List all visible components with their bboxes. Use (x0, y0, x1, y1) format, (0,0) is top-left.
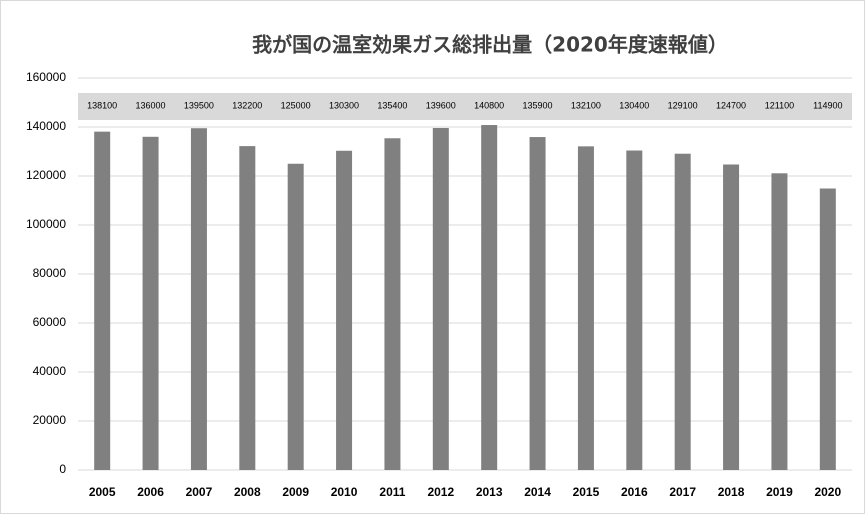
x-tick-label: 2008 (234, 485, 261, 499)
bar (626, 150, 643, 470)
x-tick-label: 2012 (427, 485, 454, 499)
label-band (78, 93, 852, 120)
chart-title: 我が国の温室効果ガス総排出量（2020年度速報値） (252, 33, 728, 57)
bar (287, 163, 304, 470)
value-label: 121100 (765, 100, 794, 110)
bar (142, 136, 159, 471)
x-tick-label: 2005 (89, 485, 116, 499)
value-label: 132100 (571, 100, 601, 110)
x-tick-label: 2013 (476, 485, 503, 499)
bar (723, 164, 740, 471)
bar (239, 146, 256, 471)
x-tick-label: 2010 (331, 485, 358, 499)
bar (336, 150, 353, 470)
value-label: 140800 (474, 100, 504, 110)
value-label: 129100 (668, 100, 698, 110)
y-tick-label: 80000 (33, 266, 67, 280)
y-tick-label: 120000 (26, 168, 66, 182)
y-tick-label: 140000 (26, 119, 66, 133)
bar (94, 131, 111, 470)
x-tick-label: 2019 (766, 485, 793, 499)
value-label: 130300 (329, 100, 359, 110)
x-tick-label: 2017 (669, 485, 696, 499)
bar (481, 125, 498, 470)
value-label: 124700 (716, 100, 746, 110)
value-label: 136000 (136, 100, 166, 110)
value-label: 114900 (813, 100, 842, 110)
value-label: 139500 (184, 100, 214, 110)
bar (674, 153, 691, 470)
value-label: 130400 (619, 100, 649, 110)
y-tick-label: 100000 (26, 217, 66, 231)
bar (432, 127, 449, 470)
bar (384, 138, 401, 470)
value-label: 139600 (426, 100, 456, 110)
x-tick-label: 2020 (814, 485, 841, 499)
bar (819, 188, 836, 470)
bar (577, 146, 594, 471)
x-tick-label: 2006 (137, 485, 164, 499)
x-tick-label: 2011 (379, 485, 405, 499)
y-tick-label: 40000 (33, 364, 67, 378)
y-tick-label: 160000 (26, 70, 66, 84)
x-tick-label: 2007 (186, 485, 213, 499)
y-tick-label: 0 (59, 462, 66, 476)
x-tick-label: 2014 (524, 485, 551, 499)
bar (771, 173, 788, 470)
value-label: 132200 (232, 100, 262, 110)
value-label: 135400 (377, 100, 407, 110)
value-label: 138100 (87, 100, 117, 110)
bar (529, 137, 546, 471)
y-tick-label: 60000 (33, 315, 67, 329)
bar (190, 128, 207, 470)
value-label: 135900 (523, 100, 553, 110)
x-tick-label: 2015 (573, 485, 600, 499)
x-tick-label: 2016 (621, 485, 648, 499)
x-tick-label: 2018 (718, 485, 745, 499)
value-label: 125000 (281, 100, 311, 110)
x-tick-label: 2009 (282, 485, 309, 499)
y-tick-label: 20000 (33, 413, 67, 427)
